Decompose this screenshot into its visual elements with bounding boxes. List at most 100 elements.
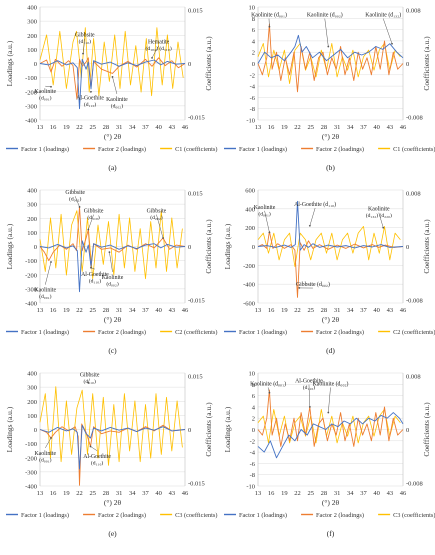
legend-label: C3 (coefficients) bbox=[175, 512, 217, 519]
annotation-sub: (d₁₁₀) bbox=[83, 378, 96, 385]
x-tick-label: 28 bbox=[103, 307, 110, 314]
x-tick-label: 31 bbox=[116, 307, 123, 314]
y-tick-label: 100 bbox=[27, 413, 37, 420]
panel-label: (a) bbox=[108, 163, 117, 172]
x-axis-title: (°) 2θ bbox=[322, 315, 340, 324]
x-tick-label: 28 bbox=[103, 124, 110, 131]
annotation-arrow bbox=[91, 446, 98, 450]
annotation-arrowhead bbox=[309, 406, 311, 408]
y-tick-label: 200 bbox=[27, 33, 37, 40]
panel-label: (c) bbox=[108, 346, 117, 355]
y-tick-label: -200 bbox=[25, 272, 37, 279]
annotation-arrowhead bbox=[87, 229, 89, 231]
annotation-arrow bbox=[383, 19, 392, 44]
panel-label: (d) bbox=[326, 346, 335, 355]
panel-label: (e) bbox=[108, 529, 117, 538]
x-tick-label: 28 bbox=[321, 124, 328, 131]
annotation-sub: (d₀₀₁) bbox=[39, 293, 52, 300]
annotation-label: Gibbsite bbox=[75, 33, 95, 39]
x-tick-label: 46 bbox=[400, 490, 407, 497]
x-tick-label: 25 bbox=[89, 307, 96, 314]
x-tick-label: 22 bbox=[76, 307, 83, 314]
y-tick-label: 300 bbox=[27, 19, 37, 26]
annotation-label: Kaolinite bbox=[34, 89, 56, 95]
annotation-arrowhead bbox=[50, 261, 52, 263]
y-tick-label: 0 bbox=[252, 244, 255, 251]
x-tick-label: 37 bbox=[360, 307, 367, 314]
annotation-sub: (d₁₀₄) (d₁₁₀) bbox=[146, 45, 172, 52]
annotation-arrowhead bbox=[269, 392, 271, 394]
y2-tick-label: 0 bbox=[406, 427, 409, 434]
legend-label: C2 (coefficients) bbox=[175, 329, 217, 336]
y-tick-label: 600 bbox=[245, 188, 255, 195]
annotation-arrowhead bbox=[309, 225, 311, 227]
y2-tick-label: -0.015 bbox=[188, 481, 205, 488]
annotation-label: Hematite bbox=[148, 40, 170, 46]
x-tick-label: 43 bbox=[169, 124, 176, 131]
x-tick-label: 22 bbox=[76, 124, 83, 131]
x-tick-label: 19 bbox=[281, 307, 288, 314]
x-axis-title: (°) 2θ bbox=[104, 315, 122, 324]
panel-c: 4003002001000-100-200-300-4000.0150-0.01… bbox=[5, 188, 217, 356]
y-tick-label: -200 bbox=[243, 263, 255, 270]
annotation-arrowhead bbox=[327, 46, 329, 48]
y-tick-label: -400 bbox=[25, 118, 37, 125]
y-tick-label: -4 bbox=[250, 450, 256, 457]
x-tick-label: 13 bbox=[37, 124, 44, 131]
annotation-arrowhead bbox=[162, 237, 164, 239]
y-tick-label: -400 bbox=[25, 301, 37, 308]
annotation-label: Kaolinite bbox=[34, 451, 56, 457]
annotation-arrowhead bbox=[151, 57, 153, 59]
x-tick-label: 13 bbox=[37, 490, 44, 497]
y-tick-label: 0 bbox=[34, 61, 37, 68]
annotation-sub: (d₀₀₁) bbox=[258, 210, 271, 217]
y2-axis-title: Coefficients (a.u.) bbox=[422, 219, 431, 274]
x-axis-title: (°) 2θ bbox=[104, 132, 122, 141]
y2-tick-label: 0 bbox=[188, 244, 191, 251]
annotation-arrowhead bbox=[269, 26, 271, 28]
x-tick-label: 19 bbox=[281, 490, 288, 497]
y2-tick-label: 0.008 bbox=[406, 373, 421, 380]
x-tick-label: 16 bbox=[50, 490, 57, 497]
y2-tick-label: 0.015 bbox=[188, 373, 203, 380]
y2-tick-label: 0.008 bbox=[406, 190, 421, 197]
y-tick-label: 4 bbox=[252, 404, 256, 411]
x-tick-label: 22 bbox=[294, 307, 301, 314]
annotation-arrowhead bbox=[391, 43, 393, 45]
x-tick-label: 16 bbox=[268, 124, 275, 131]
y2-tick-label: 0 bbox=[406, 244, 409, 251]
annotation-label: Kaolinite (d₀₀₂) bbox=[307, 12, 343, 19]
annotation-label: Al-Goethite (d₁₁₀) bbox=[294, 201, 336, 208]
legend-label: Factor 1 (loadings) bbox=[21, 146, 69, 153]
x-tick-label: 37 bbox=[360, 124, 367, 131]
x-tick-label: 40 bbox=[373, 490, 380, 497]
y-tick-label: 2 bbox=[252, 50, 255, 57]
annotation-label: Gibbsite (d₀₀₂) bbox=[296, 281, 330, 288]
x-tick-label: 46 bbox=[182, 124, 189, 131]
x-tick-label: 40 bbox=[155, 490, 162, 497]
annotation-arrowhead bbox=[50, 437, 52, 439]
y-tick-label: 200 bbox=[27, 216, 37, 223]
x-tick-label: 31 bbox=[334, 490, 341, 497]
y-tick-label: 0 bbox=[34, 244, 37, 251]
legend-label: Factor 2 (loadings) bbox=[98, 512, 146, 519]
y-axis-title: Loadings (a.u.) bbox=[5, 40, 14, 86]
x-axis-title: (°) 2θ bbox=[322, 498, 340, 507]
x-tick-label: 13 bbox=[37, 307, 44, 314]
y-tick-label: 0 bbox=[252, 61, 255, 68]
y2-axis-title: Coefficients (a.u.) bbox=[422, 402, 431, 457]
legend-label: C2 (coefficients) bbox=[393, 329, 435, 336]
x-tick-label: 25 bbox=[89, 490, 96, 497]
y-tick-label: -2 bbox=[250, 438, 255, 445]
y-tick-label: 10 bbox=[249, 5, 256, 12]
legend-label: Factor 1 (loadings) bbox=[239, 512, 287, 519]
x-tick-label: 19 bbox=[63, 490, 70, 497]
legend-label: Factor 2 (loadings) bbox=[316, 329, 364, 336]
x-tick-label: 19 bbox=[281, 124, 288, 131]
y-tick-label: 400 bbox=[27, 371, 37, 378]
x-tick-label: 31 bbox=[116, 124, 123, 131]
